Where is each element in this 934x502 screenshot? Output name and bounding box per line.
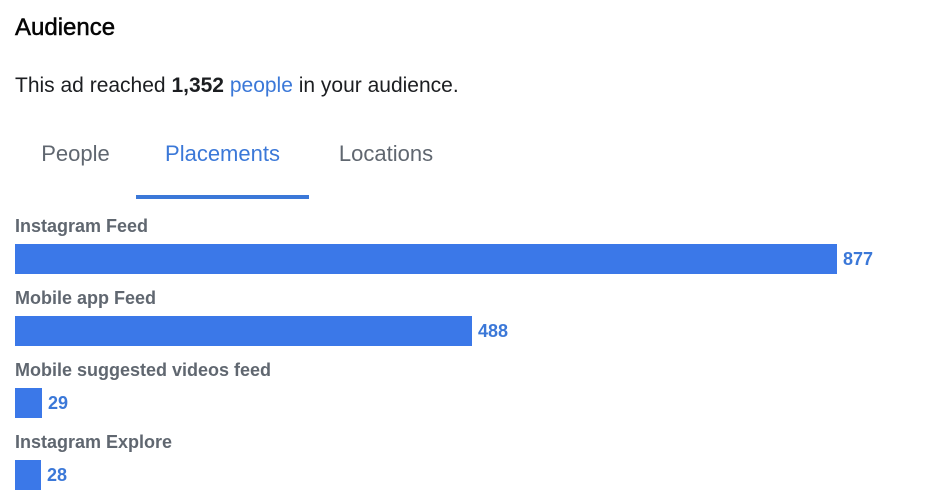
placement-label: Mobile suggested videos feed [15, 360, 272, 380]
people-link[interactable]: people [229, 74, 293, 97]
placement-bar [15, 460, 41, 490]
placement-bar [15, 316, 472, 346]
reach-summary: This ad reached 1,352 people in your aud… [15, 74, 459, 98]
placement-value: 877 [843, 248, 874, 269]
tab-people[interactable]: People [41, 141, 110, 166]
placement-label: Instagram Feed [15, 216, 149, 236]
audience-tabs: People Placements Locations [15, 122, 463, 199]
reach-count: 1,352 [171, 74, 224, 97]
placement-row-instagram-feed: Instagram Feed 877 [15, 214, 920, 286]
placement-value: 29 [48, 392, 69, 413]
placements-list: Instagram Feed 877 Mobile app Feed 488 M… [15, 214, 920, 502]
placement-row-instagram-explore: Instagram Explore 28 [15, 430, 920, 502]
page-title: Audience [15, 14, 116, 42]
reach-suffix: in your audience. [292, 74, 459, 97]
placement-bar [15, 244, 837, 274]
placement-value: 488 [478, 320, 509, 341]
placement-value: 28 [47, 464, 68, 485]
placement-row-mobile-app-feed: Mobile app Feed 488 [15, 286, 920, 358]
reach-prefix: This ad reached [15, 74, 172, 97]
tab-placements[interactable]: Placements [136, 122, 309, 199]
placement-label: Mobile app Feed [15, 288, 157, 308]
placement-label: Instagram Explore [15, 432, 173, 452]
placement-row-mobile-suggested-videos-feed: Mobile suggested videos feed 29 [15, 358, 920, 430]
tab-locations[interactable]: Locations [338, 141, 434, 166]
placement-bar [15, 388, 42, 418]
